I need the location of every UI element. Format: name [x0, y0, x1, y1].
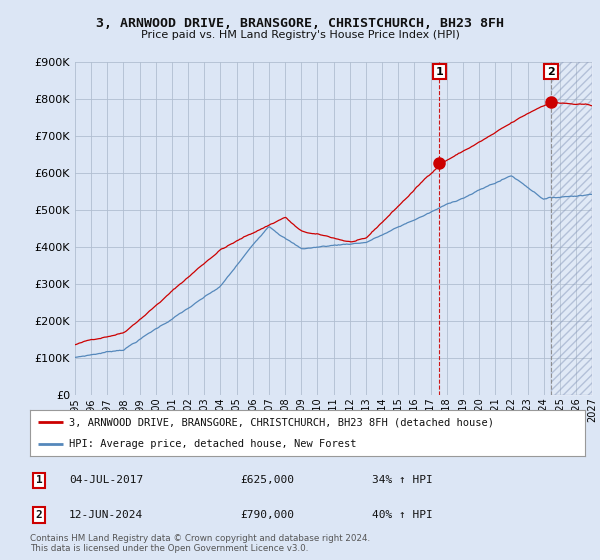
Text: 2: 2 [547, 67, 555, 77]
Text: HPI: Average price, detached house, New Forest: HPI: Average price, detached house, New … [69, 439, 356, 449]
Text: £625,000: £625,000 [240, 475, 294, 486]
Text: £790,000: £790,000 [240, 510, 294, 520]
Text: 34% ↑ HPI: 34% ↑ HPI [372, 475, 433, 486]
Text: Contains HM Land Registry data © Crown copyright and database right 2024.
This d: Contains HM Land Registry data © Crown c… [30, 534, 370, 553]
Text: 3, ARNWOOD DRIVE, BRANSGORE, CHRISTCHURCH, BH23 8FH: 3, ARNWOOD DRIVE, BRANSGORE, CHRISTCHURC… [96, 17, 504, 30]
Text: Price paid vs. HM Land Registry's House Price Index (HPI): Price paid vs. HM Land Registry's House … [140, 30, 460, 40]
Text: 1: 1 [35, 475, 43, 486]
Text: 2: 2 [35, 510, 43, 520]
Bar [551, 62, 592, 395]
Text: 04-JUL-2017: 04-JUL-2017 [69, 475, 143, 486]
Text: 1: 1 [436, 67, 443, 77]
Text: 12-JUN-2024: 12-JUN-2024 [69, 510, 143, 520]
Text: 3, ARNWOOD DRIVE, BRANSGORE, CHRISTCHURCH, BH23 8FH (detached house): 3, ARNWOOD DRIVE, BRANSGORE, CHRISTCHURC… [69, 417, 494, 427]
Text: 40% ↑ HPI: 40% ↑ HPI [372, 510, 433, 520]
